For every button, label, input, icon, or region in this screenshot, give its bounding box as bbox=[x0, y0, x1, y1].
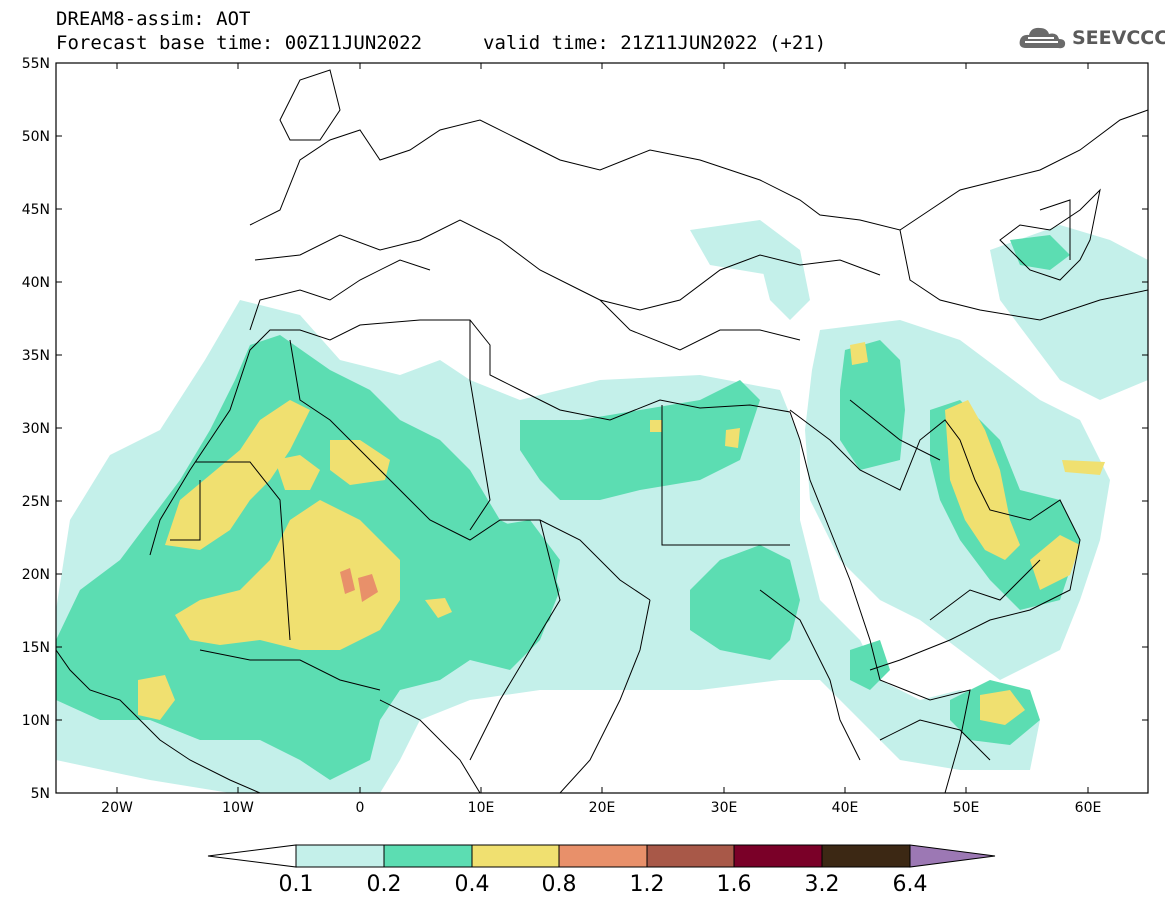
lat-label: 25N bbox=[22, 494, 50, 510]
aot-contour-f04 bbox=[980, 690, 1025, 725]
colorbar-label: 3.2 bbox=[804, 872, 840, 897]
lon-label: 30E bbox=[711, 800, 738, 816]
logo-text: SEEVCCC bbox=[1072, 27, 1165, 49]
lat-label: 45N bbox=[22, 202, 50, 218]
lat-label: 55N bbox=[22, 56, 50, 72]
lat-ticks bbox=[56, 62, 1148, 794]
aot-contour-f02 bbox=[850, 640, 890, 690]
lon-label: 40E bbox=[832, 800, 859, 816]
colorbar-label: 0.1 bbox=[278, 872, 314, 897]
aot-contour-f04 bbox=[650, 420, 662, 432]
aot-contour-f04 bbox=[725, 428, 740, 448]
aot-contour-f01 bbox=[990, 225, 1148, 400]
colorbar-segment bbox=[471, 844, 560, 868]
colorbar-segment bbox=[646, 844, 735, 868]
colorbar-segment bbox=[383, 844, 473, 868]
lat-label: 10N bbox=[22, 713, 50, 729]
lat-label: 35N bbox=[22, 348, 50, 364]
lon-label: 20E bbox=[589, 800, 616, 816]
aot-contour-f02 bbox=[460, 520, 560, 650]
colorbar bbox=[207, 844, 996, 868]
valid-time: valid time: 21Z11JUN2022 (+21) bbox=[483, 32, 827, 54]
aot-contour-f04 bbox=[1030, 535, 1080, 590]
aot-contour-f02 bbox=[840, 340, 905, 470]
aot-contour-f08 bbox=[340, 568, 355, 594]
lat-label: 20N bbox=[22, 567, 50, 583]
lon-label: 10E bbox=[468, 800, 495, 816]
lat-label: 50N bbox=[22, 129, 50, 145]
lon-label: 60E bbox=[1075, 800, 1102, 816]
aot-contour-f02 bbox=[690, 545, 800, 660]
colorbar-left-arrow bbox=[207, 844, 297, 868]
colorbar-label: 0.8 bbox=[541, 872, 577, 897]
aot-contour-f04 bbox=[138, 675, 175, 720]
aot-contour-f04 bbox=[175, 500, 400, 650]
colorbar-segment bbox=[821, 844, 911, 868]
colorbar-label: 1.2 bbox=[629, 872, 665, 897]
seevccc-logo: SEEVCCC bbox=[1018, 24, 1165, 52]
colorbar-segment bbox=[295, 844, 385, 868]
aot-contour-f04 bbox=[275, 455, 320, 490]
lon-label: 10W bbox=[222, 800, 254, 816]
aot-contour-f01 bbox=[760, 250, 810, 320]
aot-contour-f04 bbox=[425, 598, 452, 618]
lon-label: 20W bbox=[101, 800, 133, 816]
colorbar-label: 0.2 bbox=[366, 872, 402, 897]
colorbar-segment bbox=[558, 844, 648, 868]
aot-contour-f04 bbox=[330, 440, 390, 485]
colorbar-right-arrow bbox=[909, 844, 996, 868]
aot-contour-f02 bbox=[520, 380, 760, 500]
aot-contour-f02 bbox=[1010, 235, 1070, 270]
colorbar-segment bbox=[733, 844, 823, 868]
aot-contour-f08 bbox=[358, 574, 378, 602]
lat-labels: 55N 50N 45N 40N 35N 30N 25N 20N 15N 10N … bbox=[22, 56, 50, 802]
aot-contour-f04 bbox=[1062, 460, 1105, 475]
colorbar-label: 0.4 bbox=[454, 872, 490, 897]
aot-contour-f04 bbox=[850, 342, 868, 365]
lat-label: 40N bbox=[22, 275, 50, 291]
lat-label: 15N bbox=[22, 640, 50, 656]
lon-label: 0 bbox=[356, 800, 365, 816]
coastlines-borders bbox=[56, 69, 1148, 793]
colorbar-label: 1.6 bbox=[716, 872, 752, 897]
aot-field bbox=[56, 220, 1148, 793]
lon-labels: 20W 10W 0 10E 20E 30E 40E 50E 60E bbox=[101, 800, 1101, 816]
lat-label: 5N bbox=[31, 786, 50, 802]
lon-label: 50E bbox=[953, 800, 980, 816]
aot-contour-f04 bbox=[165, 400, 310, 550]
title-line-1: DREAM8-assim: AOT bbox=[56, 8, 251, 30]
title-line-2: Forecast base time: 00Z11JUN2022 bbox=[56, 32, 423, 54]
cloud-icon bbox=[1019, 27, 1066, 49]
colorbar-label: 6.4 bbox=[892, 872, 928, 897]
aot-contour-f04 bbox=[945, 400, 1020, 560]
lat-label: 30N bbox=[22, 421, 50, 437]
